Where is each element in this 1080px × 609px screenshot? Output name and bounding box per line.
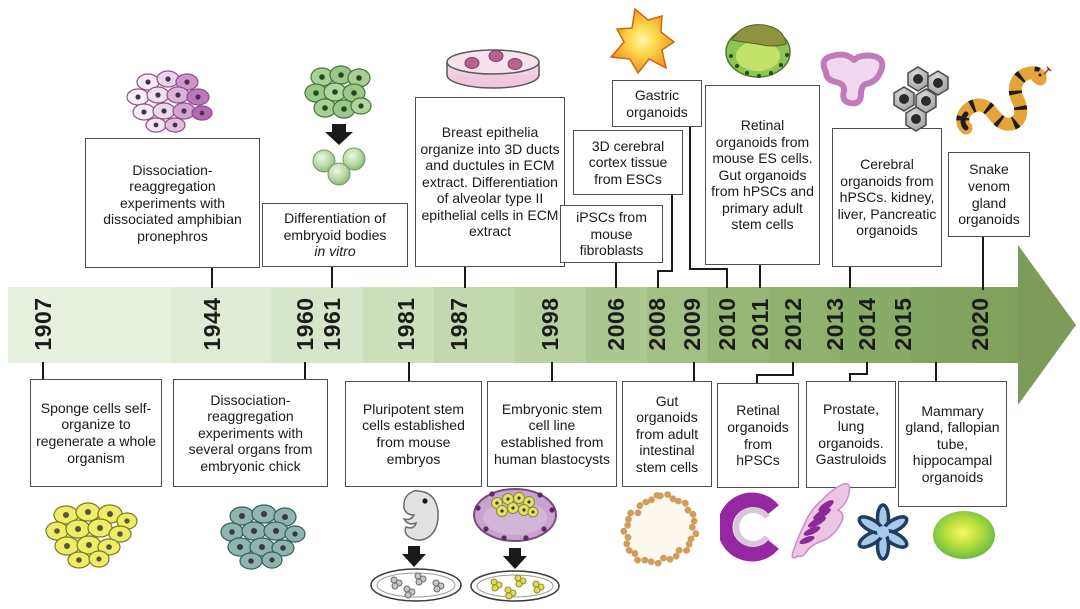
event-text: Differentiation of embryoid bodies — [283, 210, 387, 243]
timeline-band — [8, 287, 1022, 363]
event-text: Snake venom gland organoids — [958, 161, 1020, 228]
event-text: Gastric organoids — [626, 86, 688, 120]
event-text: Prostate, lung organoids. Gastruloids — [815, 401, 887, 468]
year-label-2012: 2012 — [780, 297, 806, 351]
event-text: 3D cerebral cortex tissue from ESCs — [588, 137, 668, 187]
amphibian-cell-cluster-icon — [126, 70, 213, 133]
event-text: Embryonic stem cell line established fro… — [494, 400, 610, 467]
event-box-top-2013: Cerebral organoids from hPSCs. kidney, l… — [832, 128, 942, 267]
event-text: Gut organoids from adult intestinal stem… — [635, 392, 699, 475]
event-text: iPSCs from mouse fibroblasts — [576, 209, 647, 259]
event-text: Sponge cells self-organize to regenerate… — [36, 399, 156, 466]
year-label-1944: 1944 — [199, 297, 225, 351]
down-arrow-icon — [325, 124, 353, 145]
event-text: Mammary gland, fallopian tube, hippocamp… — [905, 402, 1000, 485]
snake-icon — [956, 66, 1052, 135]
event-box-top-2006: iPSCs from mouse fibroblasts — [560, 205, 663, 263]
event-text: Retinal organoids from hPSCs — [727, 402, 789, 469]
event-box-bottom-1981: Pluripotent stem cells established from … — [345, 381, 482, 487]
down-arrow-icon — [503, 548, 527, 569]
event-box-bottom-1998: Embryonic stem cell line established fro… — [487, 381, 617, 487]
event-box-top-1944: Dissociation-reaggregation experiments w… — [85, 138, 260, 268]
event-box-top-2008: 3D cerebral cortex tissue from ESCs — [573, 130, 683, 195]
event-text: Dissociation-reaggregation experiments w… — [103, 161, 242, 244]
event-box-bottom-2012: Retinal organoids from hPSCs — [717, 383, 799, 488]
year-label-2006: 2006 — [603, 297, 629, 351]
event-box-top-2010: Gastric organoids — [612, 80, 702, 127]
year-label-2014: 2014 — [854, 297, 880, 351]
year-label-1960: 1960 — [292, 297, 318, 351]
event-text: Cerebral organoids from hPSCs. kidney, l… — [837, 156, 937, 239]
event-box-bottom-2014: Prostate, lung organoids. Gastruloids — [806, 381, 896, 488]
event-box-bottom-2015: Mammary gland, fallopian tube, hippocamp… — [898, 381, 1007, 507]
gastruloid-flower-icon — [857, 503, 909, 561]
year-label-2013: 2013 — [822, 297, 848, 351]
event-box-top-2011: Retinal organoids from mouse ES cells. G… — [705, 85, 820, 265]
year-label-1987: 1987 — [446, 297, 472, 351]
gastric-organoid-starburst-icon — [609, 7, 676, 75]
event-text: Dissociation-reaggregation experiments w… — [188, 391, 313, 474]
chick-cell-cluster-icon — [220, 504, 306, 570]
year-label-2020: 2020 — [967, 297, 993, 351]
event-text-italic: in vitro — [314, 243, 356, 260]
event-text: Breast epithelia organize into 3D ducts … — [420, 124, 560, 240]
event-box-top-2020: Snake venom gland organoids — [948, 152, 1030, 237]
year-label-2009: 2009 — [679, 297, 705, 351]
event-box-top-1987: Breast epithelia organize into 3D ducts … — [415, 97, 565, 267]
event-text: Retinal organoids from mouse ES cells. G… — [711, 117, 814, 233]
mouse-embryo-to-dish-icon — [370, 489, 462, 602]
event-text: Pluripotent stem cells established from … — [362, 400, 465, 467]
year-label-1981: 1981 — [393, 297, 419, 351]
retinal-organoid-oval-icon — [725, 24, 791, 78]
grey-hexagon-cell-cluster-icon — [893, 66, 949, 132]
optic-cup-organoid-icon — [720, 492, 779, 562]
striped-organoid-icon — [791, 482, 851, 559]
year-label-2008: 2008 — [644, 297, 670, 351]
year-label-1998: 1998 — [537, 297, 563, 351]
breast-epithelia-dish-icon — [446, 49, 540, 89]
event-box-top-1961: Differentiation of embryoid bodies in vi… — [262, 203, 408, 267]
beaded-gut-organoid-icon — [620, 491, 699, 567]
pink-tissue-organoid-icon — [820, 51, 886, 107]
embryoid-body-differentiation-icon — [304, 65, 372, 186]
green-organoid-sphere-icon — [933, 511, 995, 559]
year-label-2015: 2015 — [890, 297, 916, 351]
year-label-1907: 1907 — [30, 297, 56, 351]
down-arrow-icon — [402, 546, 426, 567]
year-label-2011: 2011 — [747, 298, 773, 350]
event-box-bottom-1960: Dissociation-reaggregation experiments w… — [173, 379, 328, 487]
year-label-2010: 2010 — [714, 297, 740, 351]
event-box-bottom-1907: Sponge cells self-organize to regenerate… — [30, 379, 162, 487]
year-label-1961: 1961 — [319, 297, 345, 351]
event-box-bottom-2009: Gut organoids from adult intestinal stem… — [622, 381, 712, 487]
sponge-cell-cluster-icon — [45, 502, 138, 569]
human-blastocyst-to-dish-icon — [470, 488, 560, 602]
